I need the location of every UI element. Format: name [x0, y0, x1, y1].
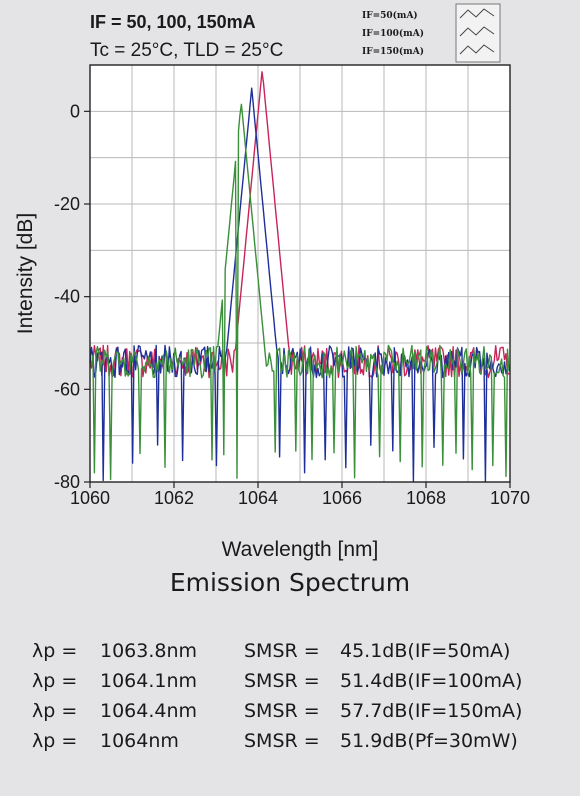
- legend-label: IF=100(mA): [362, 28, 424, 39]
- lambda-p-label: λp =: [32, 640, 78, 662]
- y-tick-label: 0: [70, 101, 80, 121]
- smsr-label: SMSR =: [244, 730, 320, 752]
- y-tick-label: -60: [54, 379, 80, 399]
- note-row: λp = 1063.8nm SMSR = 45.1dB(IF=50mA): [32, 640, 522, 670]
- x-tick-label: 1070: [490, 488, 530, 508]
- lambda-p-label: λp =: [32, 700, 78, 722]
- y-tick-label: -80: [54, 472, 80, 492]
- smsr-value: 51.4dB(IF=100mA): [340, 670, 523, 692]
- y-tick-label: -40: [54, 287, 80, 307]
- x-axis-label: Wavelength [nm]: [222, 538, 379, 561]
- lambda-p-label: λp =: [32, 730, 78, 752]
- x-tick-label: 1066: [322, 488, 362, 508]
- smsr-value: 51.9dB(Pf=30mW): [340, 730, 518, 752]
- smsr-label: SMSR =: [244, 700, 320, 722]
- condition-line-2: Tc = 25°C, TLD = 25°C: [90, 40, 283, 61]
- x-tick-label: 1068: [406, 488, 446, 508]
- x-tick-label: 1064: [238, 488, 278, 508]
- legend-swatch: [459, 8, 495, 19]
- x-tick-label: 1062: [154, 488, 194, 508]
- peak-wavelength: 1064nm: [100, 730, 179, 752]
- legend-swatch: [459, 44, 495, 55]
- legend-label: IF=150(mA): [362, 46, 424, 57]
- condition-line-1: IF = 50, 100, 150mA: [90, 12, 256, 32]
- legend-swatch: [459, 26, 495, 37]
- y-axis-label: Intensity [dB]: [14, 213, 37, 334]
- note-row: λp = 1064.4nm SMSR = 57.7dB(IF=150mA): [32, 700, 522, 730]
- peak-notes: λp = 1063.8nm SMSR = 45.1dB(IF=50mA) λp …: [32, 640, 522, 760]
- note-row: λp = 1064.1nm SMSR = 51.4dB(IF=100mA): [32, 670, 522, 700]
- smsr-label: SMSR =: [244, 670, 320, 692]
- smsr-value: 45.1dB(IF=50mA): [340, 640, 511, 662]
- emission-spectrum-chart: 1060 1062 1064 1066 1068 1070 0 -20 -40 -60 -80 Wav…: [14, 3, 530, 561]
- legend-label: IF=50(mA): [362, 10, 418, 21]
- y-tick-label: -20: [54, 194, 80, 214]
- peak-wavelength: 1064.4nm: [100, 700, 198, 722]
- x-tick-label: 1060: [70, 488, 110, 508]
- smsr-value: 57.7dB(IF=150mA): [340, 700, 523, 722]
- series-line: [89, 103, 510, 481]
- smsr-label: SMSR =: [244, 640, 320, 662]
- lambda-p-label: λp =: [32, 670, 78, 692]
- peak-wavelength: 1063.8nm: [100, 640, 198, 662]
- note-row: λp = 1064nm SMSR = 51.9dB(Pf=30mW): [32, 730, 522, 760]
- chart-title: Emission Spectrum: [169, 568, 411, 597]
- plot-frame: [89, 64, 511, 483]
- peak-wavelength: 1064.1nm: [100, 670, 198, 692]
